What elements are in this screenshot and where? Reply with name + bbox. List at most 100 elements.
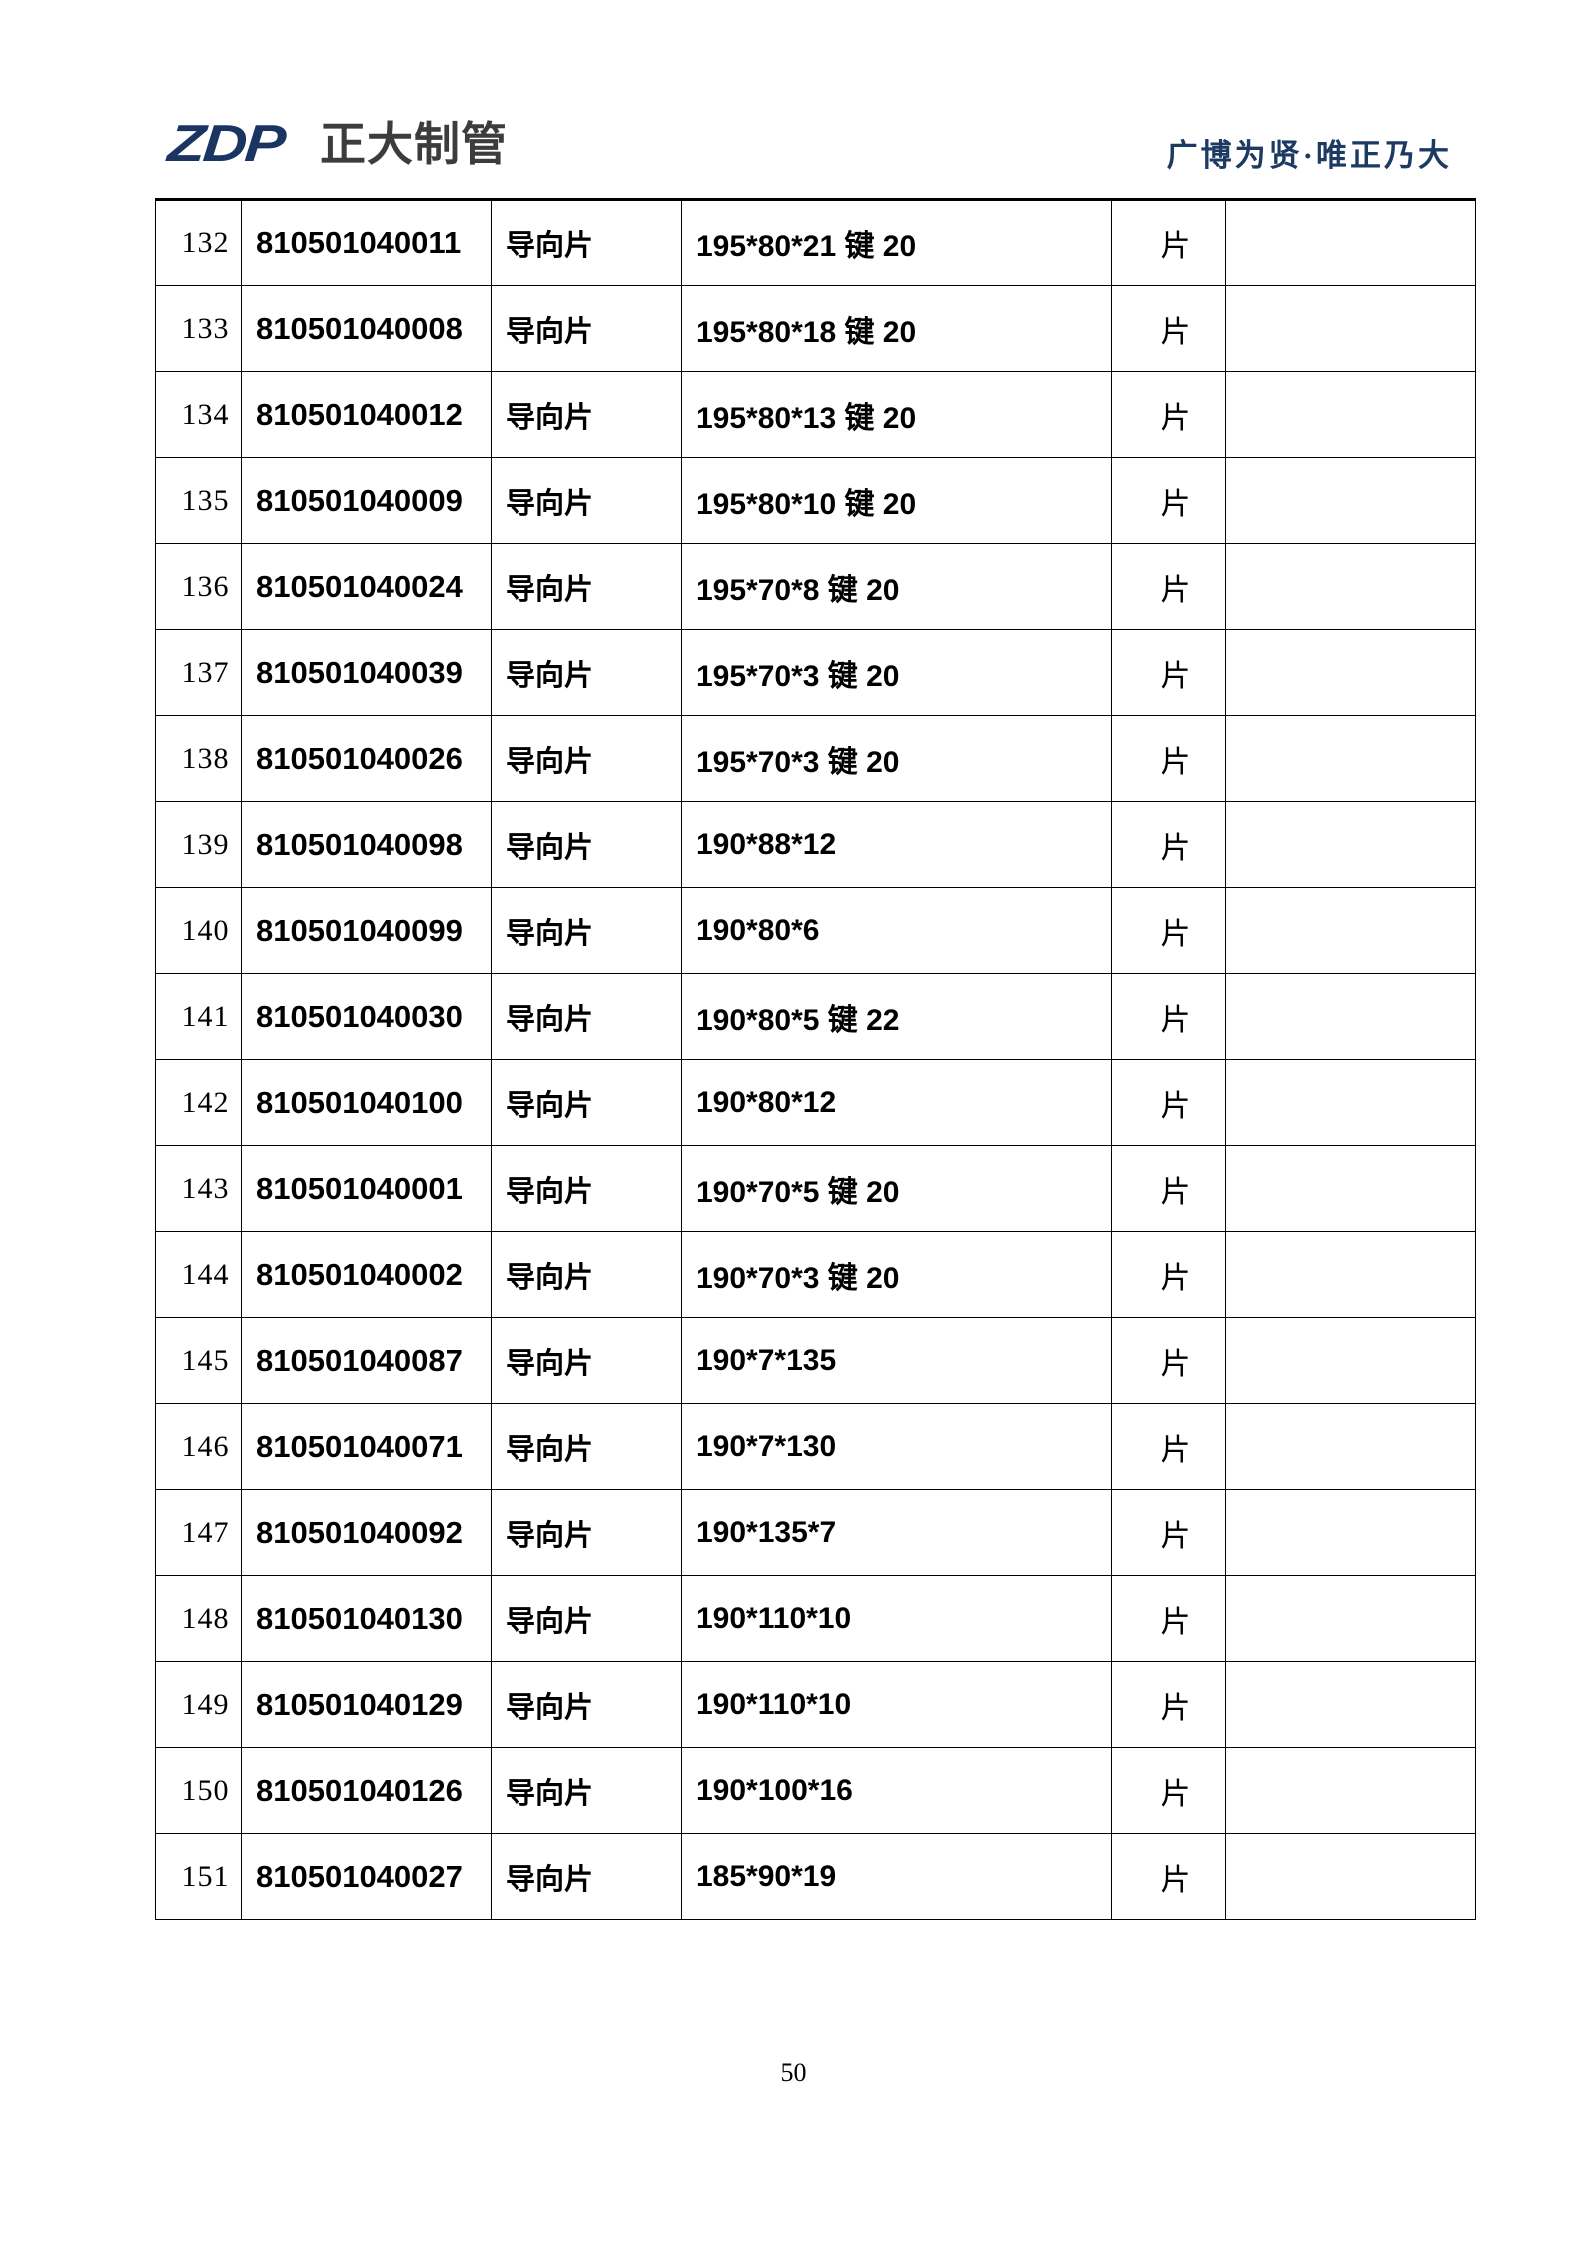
cell-unit-text: 片 [1160,1863,1191,1897]
cell-specification: 190*110*10 [681,1575,1112,1662]
cell-blank [1225,1059,1476,1146]
cell-index: 137 [155,629,242,716]
table-row: 144 810501040002 导向片 190*70*3 键 20 片 [155,1231,1476,1318]
table-row: 151 810501040027 导向片 185*90*19 片 [155,1833,1476,1920]
cell-material-name: 导向片 [491,887,682,974]
cell-blank [1225,1661,1476,1748]
cell-index-text: 140 [181,913,230,947]
cell-material-name: 导向片 [491,1575,682,1662]
cell-specification: 185*90*19 [681,1833,1112,1920]
cell-material-name: 导向片 [491,1145,682,1232]
cell-index: 143 [155,1145,242,1232]
cell-blank [1225,1231,1476,1318]
table-row: 134 810501040012 导向片 195*80*13 键 20 片 [155,371,1476,458]
cell-blank [1225,285,1476,372]
table-row: 146 810501040071 导向片 190*7*130 片 [155,1403,1476,1490]
cell-index-text: 146 [181,1429,230,1463]
cell-material-name-text: 导向片 [506,228,594,262]
cell-blank [1225,371,1476,458]
cell-index: 141 [155,973,242,1060]
cell-material-name-text: 导向片 [506,1689,594,1724]
cell-material-code: 810501040098 [241,801,492,888]
cell-material-code-text: 810501040012 [256,396,463,432]
cell-unit-text: 片 [1160,1605,1191,1639]
cell-unit: 片 [1111,198,1226,286]
cell-blank [1225,1489,1476,1576]
cell-material-code: 810501040009 [241,457,492,544]
table-row: 140 810501040099 导向片 190*80*6 片 [155,887,1476,974]
cell-index: 144 [155,1231,242,1318]
table-row: 142 810501040100 导向片 190*80*12 片 [155,1059,1476,1146]
cell-material-name-text: 导向片 [506,915,594,950]
cell-specification: 195*80*10 键 20 [681,457,1112,544]
table-row: 150 810501040126 导向片 190*100*16 片 [155,1747,1476,1834]
logo-mark-zdp: ZDP [165,115,287,173]
table-row: 138 810501040026 导向片 195*70*3 键 20 片 [155,715,1476,802]
cell-index-text: 151 [181,1859,230,1893]
cell-material-code-text: 810501040099 [256,912,463,948]
cell-specification: 190*7*135 [681,1317,1112,1404]
cell-material-code: 810501040024 [241,543,492,630]
cell-specification: 195*70*8 键 20 [681,543,1112,630]
cell-specification: 190*80*12 [681,1059,1112,1146]
cell-blank [1225,1403,1476,1490]
cell-material-code-text: 810501040001 [256,1170,463,1206]
company-tagline: 广博为贤·唯正乃大 [1166,138,1452,173]
cell-material-name-text: 导向片 [506,1603,594,1638]
page-header: ZDP 正大制管 广博为贤·唯正乃大 [0,0,1587,190]
cell-material-name-text: 导向片 [506,743,594,778]
cell-material-code: 810501040100 [241,1059,492,1146]
cell-material-name: 导向片 [491,1833,682,1920]
cell-specification-text: 190*80*12 [696,1085,837,1119]
cell-index-text: 143 [181,1171,230,1205]
cell-material-name: 导向片 [491,1403,682,1490]
cell-material-code: 810501040071 [241,1403,492,1490]
cell-index: 138 [155,715,242,802]
cell-material-code-text: 810501040087 [256,1342,463,1378]
cell-unit: 片 [1111,1317,1226,1404]
cell-material-code: 810501040008 [241,285,492,372]
cell-material-code: 810501040039 [241,629,492,716]
cell-unit: 片 [1111,1231,1226,1318]
cell-material-name-text: 导向片 [506,1517,594,1552]
cell-index-text: 137 [181,655,230,689]
cell-material-code: 810501040002 [241,1231,492,1318]
cell-blank [1225,973,1476,1060]
cell-specification-text: 190*135*7 [696,1515,837,1549]
table-row: 139 810501040098 导向片 190*88*12 片 [155,801,1476,888]
parts-table-container: 132 810501040011 导向片 195*80*21 键 20 片 133 8105… [155,198,1476,1920]
table-row: 141 810501040030 导向片 190*80*5 键 22 片 [155,973,1476,1060]
cell-index: 148 [155,1575,242,1662]
cell-material-code: 810501040099 [241,887,492,974]
cell-unit: 片 [1111,1833,1226,1920]
cell-unit: 片 [1111,715,1226,802]
cell-material-name: 导向片 [491,1317,682,1404]
cell-blank [1225,715,1476,802]
cell-material-name: 导向片 [491,543,682,630]
cell-specification: 190*70*3 键 20 [681,1231,1112,1318]
cell-index-text: 132 [181,226,230,259]
cell-material-code: 810501040126 [241,1747,492,1834]
cell-specification: 190*135*7 [681,1489,1112,1576]
cell-material-code: 810501040027 [241,1833,492,1920]
cell-unit: 片 [1111,371,1226,458]
cell-unit: 片 [1111,543,1226,630]
cell-material-code-text: 810501040039 [256,654,463,690]
table-row: 136 810501040024 导向片 195*70*8 键 20 片 [155,543,1476,630]
cell-unit: 片 [1111,973,1226,1060]
cell-material-name-text: 导向片 [506,1001,594,1036]
cell-specification-text: 195*80*18 键 20 [696,315,917,349]
cell-specification-text: 190*7*135 [696,1343,837,1377]
cell-specification: 195*80*13 键 20 [681,371,1112,458]
cell-specification-text: 190*70*5 键 20 [696,1175,900,1209]
cell-unit-text: 片 [1160,1433,1191,1467]
table-row: 145 810501040087 导向片 190*7*135 片 [155,1317,1476,1404]
cell-material-code: 810501040092 [241,1489,492,1576]
cell-unit: 片 [1111,1747,1226,1834]
cell-specification: 195*70*3 键 20 [681,629,1112,716]
cell-unit-text: 片 [1160,1347,1191,1381]
table-row: 133 810501040008 导向片 195*80*18 键 20 片 [155,285,1476,372]
cell-material-name-text: 导向片 [506,1431,594,1466]
cell-material-name-text: 导向片 [506,657,594,692]
cell-index-text: 133 [181,311,230,345]
